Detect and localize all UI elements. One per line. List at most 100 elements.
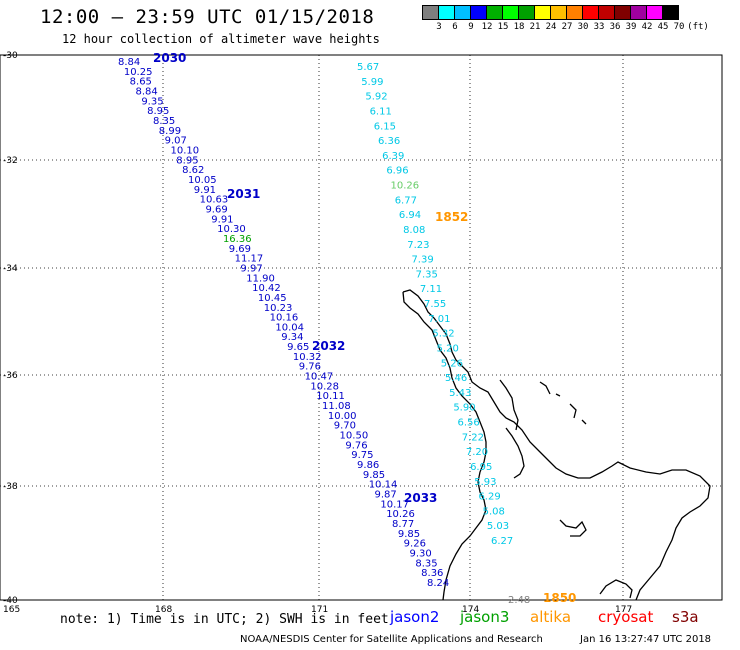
pass-time-label: 2032 — [312, 339, 345, 353]
swh-value: 5.67 — [357, 62, 379, 73]
south-island-tip — [599, 579, 633, 599]
swh-value: 9.91 — [211, 214, 233, 225]
swh-value: 10.16 — [270, 313, 299, 324]
swh-value: 10.23 — [264, 303, 293, 314]
swh-value: 16.36 — [223, 234, 252, 245]
scale-label: 27 — [561, 22, 573, 32]
swh-value: 5.92 — [365, 92, 387, 103]
swh-value: 6.95 — [470, 462, 492, 473]
legend-altika: altika — [530, 608, 572, 626]
swh-value: 7.11 — [420, 284, 442, 295]
swh-value: 8.84 — [118, 57, 140, 68]
pass-time-label: 2030 — [153, 51, 186, 65]
scale-label: 15 — [497, 22, 509, 32]
swh-value: 10.17 — [380, 499, 409, 510]
swh-value: 9.76 — [345, 440, 367, 451]
swh-value: 7.39 — [411, 255, 433, 266]
swh-value: 9.75 — [351, 450, 373, 461]
swh-value: 11.08 — [322, 401, 351, 412]
lon-tick-label: 177 — [615, 605, 632, 615]
legend-cryosat: cryosat — [598, 608, 654, 626]
swh-value: 5.26 — [441, 358, 463, 369]
credit-line: NOAA/NESDIS Center for Satellite Applica… — [240, 634, 543, 645]
swh-value: 10.14 — [369, 480, 398, 491]
swh-value: 8.99 — [159, 126, 181, 137]
pass-time-label: 2031 — [227, 187, 260, 201]
swh-value: 10.42 — [252, 283, 281, 294]
scale-label: 42 — [641, 22, 653, 32]
scale-label: 24 — [545, 22, 557, 32]
swh-value: 11.17 — [235, 254, 264, 265]
north-island-coast — [402, 289, 711, 601]
swh-value: 2.48 — [508, 595, 530, 606]
swh-value: 10.28 — [310, 381, 339, 392]
swh-value: 9.85 — [363, 470, 385, 481]
swh-value: 10.05 — [188, 175, 217, 186]
lat-tick-label: -36 — [3, 371, 18, 381]
legend-s3a: s3a — [672, 608, 699, 626]
swh-value: 6.96 — [386, 166, 408, 177]
coromandel — [499, 379, 519, 431]
swh-value: 6.27 — [491, 536, 513, 547]
swh-value: 6.39 — [382, 151, 404, 162]
swh-value: 10.63 — [200, 195, 229, 206]
swh-value: 9.69 — [205, 204, 227, 215]
swh-value: 9.26 — [404, 539, 426, 550]
lat-tick-label: -40 — [3, 596, 18, 606]
swh-value: 9.86 — [357, 460, 379, 471]
swh-value: 5.99 — [361, 77, 383, 88]
swh-value: 9.76 — [299, 362, 321, 373]
map-subtitle: 12 hour collection of altimeter wave hei… — [62, 32, 380, 46]
north-island-west-coast — [402, 291, 487, 601]
lat-tick-label: -38 — [3, 482, 18, 492]
swh-value: 9.30 — [410, 549, 432, 560]
swh-value: 9.87 — [375, 490, 397, 501]
swh-value: 8.24 — [427, 578, 449, 589]
map-title: 12:00 – 23:59 UTC 01/15/2018 — [40, 6, 375, 28]
lon-tick-label: 168 — [155, 605, 172, 615]
track-jason3: 5.67 5.99 5.92 6.11 6.15 6.36 6.39 6.96 10.26 6.7… — [357, 62, 513, 547]
swh-value: 6.36 — [378, 136, 400, 147]
swh-value: 6.29 — [478, 492, 500, 503]
south-coast — [559, 519, 587, 537]
lat-tick-label: -32 — [3, 156, 18, 166]
taranaki-region — [505, 427, 525, 479]
color-scale — [422, 5, 679, 20]
swh-value: 9.34 — [281, 332, 303, 343]
scale-label: 36 — [609, 22, 621, 32]
swh-value: 10.47 — [305, 372, 334, 383]
scale-label: 6 — [452, 22, 458, 32]
swh-value: 10.04 — [275, 322, 304, 333]
swh-value: 11.90 — [246, 273, 275, 284]
swh-value: 10.50 — [340, 431, 369, 442]
swh-value: 8.62 — [182, 165, 204, 176]
generation-timestamp: Jan 16 13:27:47 UTC 2018 — [580, 634, 712, 645]
swh-value: 8.95 — [147, 106, 169, 117]
swh-value: 9.91 — [194, 185, 216, 196]
legend-jason3: jason3 — [460, 608, 510, 626]
lon-tick-label: 174 — [462, 605, 479, 615]
swh-value: 8.65 — [130, 77, 152, 88]
swh-value: 7.01 — [428, 314, 450, 325]
scale-label: 45 — [657, 22, 669, 32]
track-altika: 2.48 1852 1850 — [435, 210, 576, 606]
scale-label: 33 — [593, 22, 605, 32]
axis-ticks: 165 168 171 174 177 -30 -32 -34 -36 -38 -40 — [3, 51, 632, 615]
swh-value: 7.22 — [462, 432, 484, 443]
lat-tick-label: -30 — [3, 51, 18, 61]
swh-value: 6.77 — [395, 195, 417, 206]
scale-label: 39 — [625, 22, 637, 32]
swh-value: 6.15 — [374, 121, 396, 132]
swh-value: 10.00 — [328, 411, 357, 422]
swh-value: 6.94 — [399, 210, 421, 221]
swh-value: 9.07 — [165, 136, 187, 147]
swh-value: 10.30 — [217, 224, 246, 235]
swh-value: 8.08 — [403, 225, 425, 236]
swh-value: 10.11 — [316, 391, 345, 402]
swh-value: 10.45 — [258, 293, 287, 304]
scale-label: 18 — [513, 22, 525, 32]
satellite-tracks: 8.8410.258.658.849.358.958.358.999.0710.… — [118, 51, 576, 606]
swh-value: 9.85 — [398, 529, 420, 540]
scale-label: 70 — [673, 22, 685, 32]
swh-value: 9.69 — [229, 244, 251, 255]
